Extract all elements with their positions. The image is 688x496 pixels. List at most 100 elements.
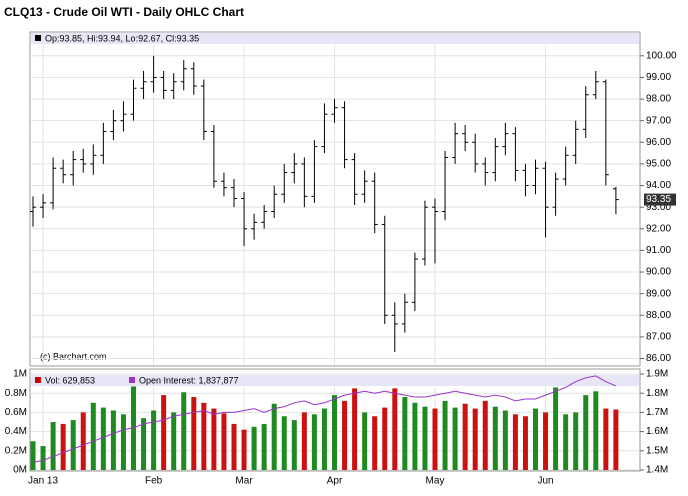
open-interest-line [32, 375, 617, 463]
volume-bar [40, 446, 46, 470]
legend-swatch [35, 377, 41, 383]
volume-bar [362, 412, 368, 470]
volume-bar [301, 412, 307, 470]
volume-bar [502, 410, 508, 470]
volume-bar [30, 441, 36, 470]
y-tick-label: 89.00 [646, 288, 671, 299]
y-tick-label: 94.00 [646, 180, 671, 191]
volume-bar [70, 420, 76, 470]
volume-bar [120, 414, 126, 470]
y-tick-label: 0M [13, 465, 27, 476]
y2-tick-label: 1.8M [646, 388, 668, 399]
volume-bar [271, 403, 277, 470]
volume-bar [90, 402, 96, 470]
volume-bar [452, 407, 458, 470]
volume-bar [251, 426, 257, 470]
volume-bar [141, 418, 147, 470]
volume-bar [432, 408, 438, 470]
marks [30, 55, 619, 470]
volume-bar [191, 397, 197, 470]
volume-bar [422, 406, 428, 470]
volume-bar [201, 402, 207, 470]
y-tick-label: 96.00 [646, 137, 671, 148]
y-tick-label: 88.00 [646, 310, 671, 321]
volume-bar [543, 412, 549, 470]
last-price-label: 93.35 [646, 194, 671, 205]
y-tick-label: 0.8M [5, 388, 27, 399]
chart-title: CLQ13 - Crude Oil WTI - Daily OHLC Chart [4, 5, 244, 19]
volume-bar [332, 395, 337, 470]
volume-bar [110, 410, 116, 470]
y-tick-label: 87.00 [646, 332, 671, 343]
y-tick-label: 91.00 [646, 245, 671, 256]
volume-bar [261, 423, 267, 470]
y-tick-label: 97.00 [646, 115, 671, 126]
volume-bar [60, 423, 66, 470]
legend-band [31, 375, 639, 386]
volume-legend: Vol: 629,853 [45, 375, 95, 385]
y2-tick-label: 1.9M [646, 369, 668, 380]
volume-bar [211, 408, 217, 470]
volume-bar [171, 412, 177, 470]
y-tick-label: 0.2M [5, 445, 27, 456]
oi-legend: Open Interest: 1,837,877 [139, 375, 239, 385]
volume-bar [392, 388, 398, 470]
volume-bar [522, 416, 528, 470]
y-tick-label: 100.00 [646, 50, 677, 61]
x-tick-label: Mar [235, 476, 253, 487]
y2-tick-label: 1.4M [646, 465, 668, 476]
y-tick-label: 0.4M [5, 426, 27, 437]
volume-bar [553, 387, 559, 470]
x-tick-label: Jan 13 [28, 476, 58, 487]
volume-bar [281, 416, 287, 470]
volume-bar [462, 403, 468, 470]
y-tick-label: 86.00 [646, 353, 671, 364]
volume-bar [372, 416, 378, 470]
y-tick-label: 99.00 [646, 72, 671, 83]
volume-bar [221, 413, 227, 470]
volume-bar [573, 412, 579, 470]
volume-bar [311, 414, 317, 470]
volume-bar [442, 400, 448, 470]
volume-bar [512, 414, 518, 470]
y-tick-label: 0.6M [5, 407, 27, 418]
y-tick-label: 98.00 [646, 94, 671, 105]
x-tick-label: Feb [145, 476, 163, 487]
y-tick-label: 92.00 [646, 223, 671, 234]
volume-bar [231, 423, 237, 470]
last-price-box [644, 193, 676, 206]
volume-bar [291, 420, 297, 470]
volume-bar [603, 408, 609, 470]
y-tick-label: 1M [13, 369, 27, 380]
watermark: (c) Barchart.com [40, 351, 107, 361]
volume-bar [161, 395, 167, 470]
volume-bar [151, 410, 157, 470]
volume-bar [613, 409, 619, 470]
legend-swatch [35, 35, 41, 41]
volume-bar [80, 412, 86, 470]
volume-bar [100, 407, 106, 470]
y-tick-label: 95.00 [646, 159, 671, 170]
volume-bar [352, 388, 358, 470]
volume-bar [342, 400, 348, 470]
volume-bar [321, 408, 327, 470]
volume-bar [402, 397, 408, 470]
x-tick-label: Jun [537, 476, 553, 487]
volume-bar [593, 391, 599, 470]
y2-tick-label: 1.5M [646, 445, 668, 456]
y2-tick-label: 1.7M [646, 407, 668, 418]
volume-bar [181, 392, 187, 470]
legend-band [31, 33, 639, 44]
volume-bar [482, 400, 488, 470]
legend-swatch [129, 377, 135, 383]
ohlc-legend: Op:93.85, Hi:93.94, Lo:92.67, Cl:93.35 [45, 33, 199, 43]
x-tick-label: Apr [327, 476, 343, 487]
y-tick-label: 93.00 [646, 202, 671, 213]
y-tick-label: 90.00 [646, 267, 671, 278]
volume-bar [533, 408, 538, 470]
volume-bar [583, 395, 589, 470]
volume-bar [412, 402, 418, 470]
volume-bar [472, 408, 478, 470]
volume-bar [563, 414, 569, 470]
